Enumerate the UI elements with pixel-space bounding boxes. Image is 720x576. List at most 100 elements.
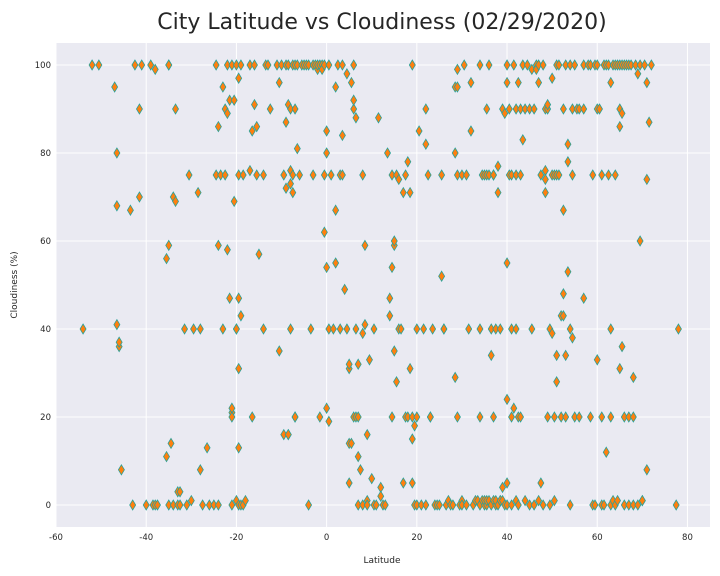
data-point bbox=[113, 200, 121, 212]
data-point bbox=[422, 103, 430, 115]
data-point bbox=[510, 402, 518, 414]
data-point bbox=[550, 494, 558, 507]
data-point bbox=[517, 103, 525, 115]
data-point bbox=[634, 499, 642, 511]
data-point bbox=[393, 376, 400, 388]
data-point bbox=[370, 323, 378, 335]
data-point bbox=[589, 169, 597, 181]
y-axis-ticks: 0 20 40 60 80 100 bbox=[35, 61, 51, 511]
data-point bbox=[487, 349, 495, 362]
data-point bbox=[151, 63, 159, 76]
data-point bbox=[501, 107, 509, 120]
data-point bbox=[352, 323, 360, 335]
data-point bbox=[523, 59, 531, 71]
data-point bbox=[323, 125, 331, 137]
data-point bbox=[521, 494, 529, 507]
data-point bbox=[293, 142, 301, 155]
x-tick-label: -60 bbox=[49, 533, 63, 543]
data-point bbox=[580, 292, 588, 304]
data-point bbox=[266, 103, 274, 115]
data-point bbox=[388, 261, 396, 274]
data-point bbox=[384, 147, 391, 159]
data-point bbox=[154, 499, 161, 511]
data-point bbox=[320, 226, 328, 238]
data-point bbox=[232, 323, 240, 335]
data-point bbox=[555, 59, 563, 71]
data-point bbox=[422, 138, 430, 150]
data-point bbox=[327, 169, 335, 181]
data-point bbox=[519, 134, 527, 146]
data-point bbox=[580, 59, 588, 71]
data-point bbox=[618, 340, 626, 353]
data-point bbox=[390, 345, 398, 357]
data-point bbox=[451, 147, 459, 159]
data-point bbox=[135, 191, 143, 203]
data-point bbox=[413, 411, 421, 423]
data-point bbox=[88, 59, 96, 71]
data-point bbox=[438, 169, 446, 181]
data-point bbox=[467, 76, 475, 89]
data-point bbox=[611, 169, 619, 181]
y-tick-label: 80 bbox=[40, 149, 51, 159]
data-point bbox=[226, 94, 234, 106]
data-point bbox=[460, 59, 468, 71]
data-point bbox=[593, 354, 601, 366]
plot-area bbox=[56, 43, 710, 527]
data-point bbox=[350, 94, 358, 106]
data-point bbox=[514, 499, 522, 511]
data-point bbox=[641, 59, 649, 71]
data-point bbox=[566, 499, 574, 511]
data-point bbox=[566, 323, 574, 335]
data-point bbox=[199, 499, 207, 511]
data-point bbox=[627, 59, 635, 71]
data-point bbox=[368, 472, 376, 485]
data-point bbox=[568, 169, 576, 181]
data-point bbox=[618, 107, 626, 120]
data-point bbox=[674, 323, 682, 335]
data-point bbox=[223, 107, 231, 120]
data-point bbox=[580, 103, 588, 115]
data-point bbox=[176, 499, 184, 511]
data-point bbox=[530, 499, 538, 511]
data-point bbox=[275, 76, 283, 89]
data-point bbox=[273, 59, 281, 71]
data-point bbox=[307, 323, 315, 335]
data-point bbox=[568, 332, 576, 344]
data-point bbox=[196, 323, 204, 335]
data-point bbox=[548, 327, 556, 340]
data-point bbox=[544, 98, 552, 111]
data-point bbox=[537, 477, 545, 489]
data-point bbox=[593, 59, 601, 71]
data-point bbox=[404, 156, 412, 168]
data-point bbox=[499, 481, 506, 494]
data-point bbox=[559, 288, 567, 300]
data-point bbox=[239, 169, 247, 181]
data-point bbox=[510, 59, 518, 71]
data-point bbox=[264, 59, 272, 71]
data-point bbox=[508, 169, 516, 181]
data-point bbox=[564, 156, 572, 168]
data-point bbox=[541, 186, 549, 199]
data-point bbox=[634, 68, 642, 80]
data-point bbox=[212, 169, 220, 181]
data-point bbox=[415, 125, 423, 137]
data-point bbox=[219, 81, 227, 93]
data-point bbox=[413, 499, 421, 511]
data-point bbox=[553, 376, 561, 388]
data-point bbox=[305, 59, 313, 71]
data-point bbox=[453, 81, 461, 93]
data-point bbox=[625, 411, 633, 423]
data-point bbox=[566, 59, 574, 71]
y-tick-label: 0 bbox=[46, 501, 51, 511]
data-point bbox=[235, 72, 243, 84]
data-point bbox=[260, 323, 267, 335]
data-point bbox=[587, 411, 594, 423]
data-point bbox=[332, 81, 340, 93]
data-point bbox=[293, 59, 301, 71]
data-point bbox=[248, 411, 256, 423]
data-point bbox=[228, 411, 236, 423]
data-point bbox=[453, 169, 461, 181]
x-tick-label: 20 bbox=[411, 533, 422, 543]
data-point bbox=[235, 292, 243, 304]
data-point bbox=[388, 411, 396, 423]
